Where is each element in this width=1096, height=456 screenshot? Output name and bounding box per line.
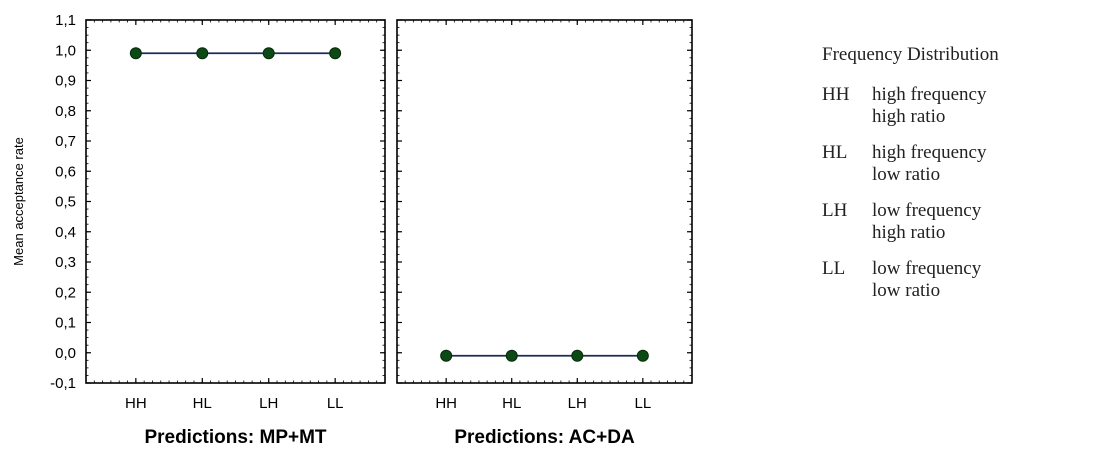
y-tick-label: 0,9 <box>55 73 76 90</box>
x-tick-label: LH <box>259 395 278 412</box>
legend-description: high frequency low ratio <box>872 142 986 186</box>
legend-line: low ratio <box>872 280 941 301</box>
data-point <box>440 349 453 362</box>
legend-code: HH <box>822 84 850 105</box>
legend-line: high frequency <box>872 84 987 105</box>
x-tick-label: HL <box>193 395 212 412</box>
x-tick-label: HH <box>125 395 147 412</box>
chart: Mean acceptance rate 1,1 1,0 0,9 0,8 0,7 0,6 0,… <box>11 12 693 448</box>
data-point <box>505 349 518 362</box>
y-tick-label: -0,1 <box>50 375 76 392</box>
plot-frame <box>396 19 693 384</box>
legend-description: low frequency high ratio <box>872 200 981 244</box>
legend-line: high ratio <box>872 106 946 127</box>
legend-line: high ratio <box>872 222 946 243</box>
legend-entry-ll: LL low frequency low ratio <box>822 258 1092 302</box>
x-tick-label: LH <box>568 395 587 412</box>
data-point <box>262 47 275 60</box>
legend: Frequency Distribution HH high frequency… <box>822 44 1092 316</box>
y-tick-label: 0,0 <box>55 345 76 362</box>
panel-title: Predictions: AC+DA <box>454 427 635 448</box>
data-point <box>129 47 142 60</box>
y-tick-label: 1,0 <box>55 42 76 59</box>
y-tick-label: 0,1 <box>55 315 76 332</box>
legend-line: low frequency <box>872 200 982 221</box>
legend-entry-hh: HH high frequency high ratio <box>822 84 1092 128</box>
y-tick-label: 0,8 <box>55 103 76 120</box>
data-point <box>636 349 649 362</box>
x-tick-label: LL <box>634 395 651 412</box>
x-tick-label: HH <box>435 395 457 412</box>
legend-line: low frequency <box>872 258 982 279</box>
legend-code: HL <box>822 142 848 163</box>
y-axis-label: Mean acceptance rate <box>11 137 26 266</box>
y-tick-label: 0,2 <box>55 284 76 301</box>
data-point <box>196 47 209 60</box>
legend-line: low ratio <box>872 164 941 185</box>
x-tick-label: LL <box>327 395 344 412</box>
legend-description: high frequency high ratio <box>872 84 986 128</box>
legend-code: LH <box>822 200 848 221</box>
legend-code: LL <box>822 258 846 279</box>
y-tick-label: 0,5 <box>55 194 76 211</box>
y-tick-label: 0,6 <box>55 163 76 180</box>
y-tick-label: 1,1 <box>55 12 76 29</box>
y-tick-label: 0,3 <box>55 254 76 271</box>
y-tick-label: 0,7 <box>55 133 76 150</box>
data-point <box>329 47 342 60</box>
legend-title: Frequency Distribution <box>822 44 999 65</box>
data-point <box>571 349 584 362</box>
legend-description: low frequency low ratio <box>872 258 981 302</box>
legend-line: high frequency <box>872 142 987 163</box>
legend-entry-hl: HL high frequency low ratio <box>822 142 1092 186</box>
x-tick-label: HL <box>502 395 521 412</box>
plot-frame <box>85 19 386 384</box>
legend-entry-lh: LH low frequency high ratio <box>822 200 1092 244</box>
y-tick-label: 0,4 <box>55 224 76 241</box>
panel-title: Predictions: MP+MT <box>144 427 326 448</box>
